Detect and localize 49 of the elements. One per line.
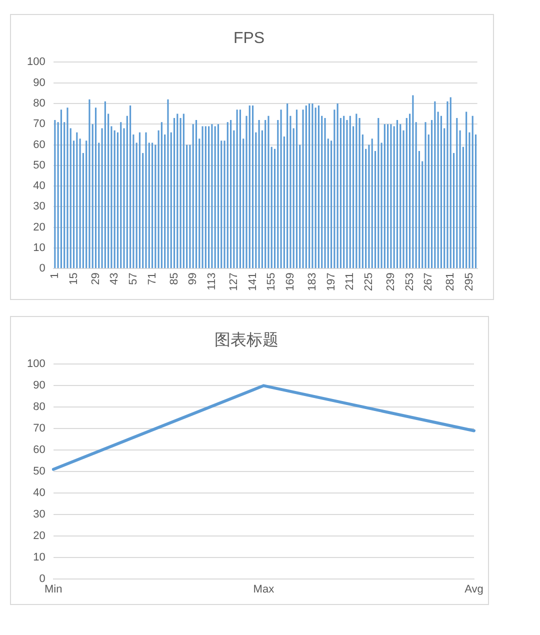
x-tick-label: 1	[48, 272, 61, 279]
y-tick-label: 100	[26, 358, 46, 370]
x-tick-label: 239	[384, 272, 397, 292]
y-tick-label: 0	[39, 262, 46, 275]
x-tick-label: Avg	[464, 583, 484, 596]
y-tick-label: 70	[33, 422, 46, 435]
x-tick-label: 85	[168, 272, 180, 285]
x-tick-label: 43	[108, 272, 121, 285]
x-tick-label: 113	[206, 272, 218, 290]
x-tick-label: 169	[284, 272, 296, 292]
y-tick-label: 40	[33, 486, 46, 499]
y-tick-label: 50	[33, 159, 46, 172]
y-tick-label: 20	[33, 530, 46, 542]
y-tick-label: 80	[33, 401, 46, 414]
chart-title: FPS	[233, 30, 265, 48]
y-tick-label: 10	[33, 551, 46, 564]
x-tick-label: Max	[253, 583, 275, 596]
chart-title: 图表标题	[214, 331, 278, 350]
y-tick-label: 40	[33, 180, 46, 192]
y-tick-label: 30	[33, 508, 46, 520]
y-tick-label: 60	[33, 444, 46, 456]
y-tick-label: 80	[33, 98, 46, 110]
y-tick-label: 90	[33, 380, 46, 392]
x-tick-label: 127	[228, 272, 240, 292]
y-tick-label: 20	[33, 221, 46, 234]
x-tick-label: 155	[266, 272, 278, 292]
x-tick-label: 71	[146, 272, 158, 285]
y-tick-label: 90	[33, 76, 46, 89]
x-tick-label: 281	[444, 272, 457, 292]
y-tick-label: 50	[33, 466, 46, 478]
x-tick-label: 57	[127, 272, 140, 285]
x-tick-label: 211	[344, 272, 356, 290]
y-tick-label: 70	[33, 118, 46, 130]
x-tick-label: 253	[404, 272, 416, 292]
x-tick-label: 267	[422, 272, 435, 292]
y-tick-label: 10	[33, 242, 46, 254]
y-tick-label: 0	[39, 572, 46, 585]
x-tick-label: 225	[363, 272, 376, 292]
y-tick-label: 100	[26, 56, 46, 68]
x-tick-label: 15	[68, 272, 80, 285]
x-tick-label: 141	[246, 272, 259, 292]
x-tick-label: 99	[187, 272, 200, 285]
x-tick-label: 295	[464, 272, 476, 292]
x-tick-label: Min	[44, 583, 62, 596]
x-tick-label: 29	[90, 272, 102, 285]
y-tick-label: 30	[33, 200, 46, 213]
x-tick-label: 183	[306, 272, 318, 292]
x-tick-label: 197	[325, 272, 338, 292]
y-tick-label: 60	[33, 138, 46, 151]
